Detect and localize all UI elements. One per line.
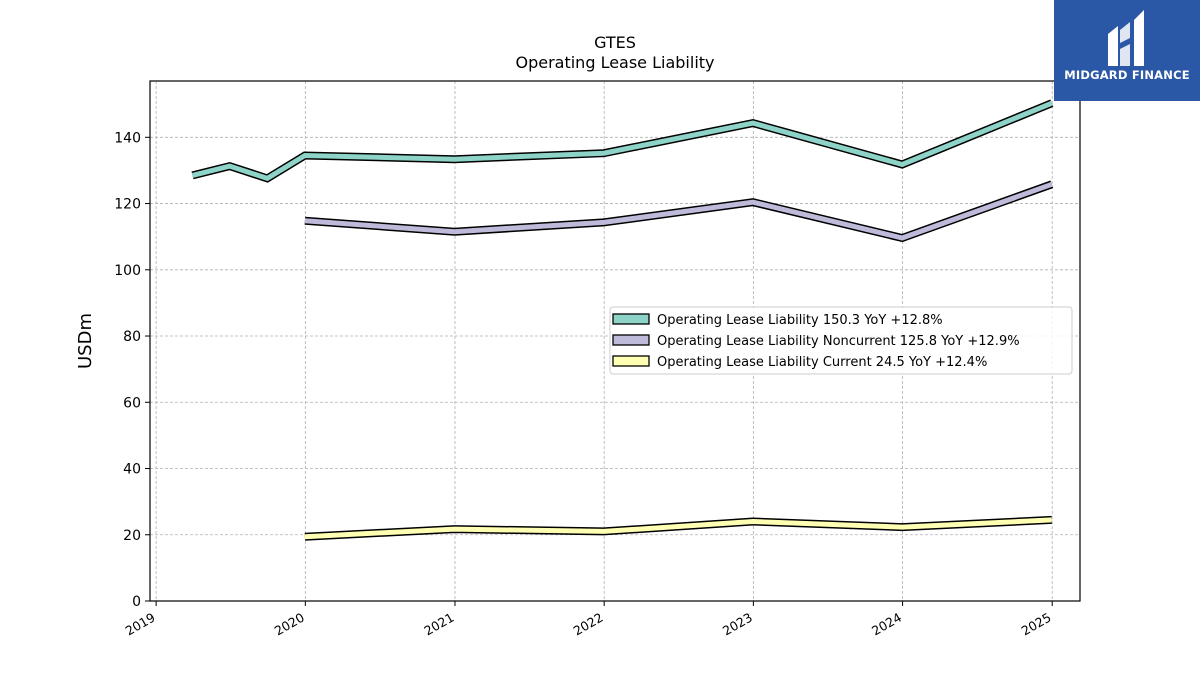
series-line-outline xyxy=(191,99,1054,183)
x-tick-label: 2024 xyxy=(869,610,904,639)
series-line xyxy=(304,517,1052,540)
series-line xyxy=(191,100,1053,182)
y-tick-label: 100 xyxy=(114,263,141,279)
x-tick-label: 2021 xyxy=(421,610,456,639)
x-tick-label: 2019 xyxy=(123,610,158,639)
x-tick-label: 2020 xyxy=(272,610,307,639)
y-axis: 0 20 40 60 80 100 120 140 xyxy=(114,130,150,610)
y-tick-label: 60 xyxy=(123,395,141,411)
legend-box xyxy=(609,306,1073,375)
legend-label: Operating Lease Liability 150.3 YoY +12.… xyxy=(657,313,943,328)
y-tick-label: 80 xyxy=(123,329,141,345)
series-line xyxy=(304,181,1053,241)
chart-subtitle: Operating Lease Liability xyxy=(515,53,714,72)
x-tick-label: 2025 xyxy=(1019,610,1054,639)
legend-swatch xyxy=(612,334,650,346)
x-tick-label: 2023 xyxy=(720,610,755,639)
logo-mark-icon xyxy=(1108,10,1144,66)
legend: Operating Lease Liability 150.3 YoY +12.… xyxy=(609,306,1073,375)
y-tick-label: 140 xyxy=(114,130,141,146)
x-tick-label: 2022 xyxy=(571,610,606,639)
y-axis-label: USDm xyxy=(75,313,96,369)
y-tick-label: 0 xyxy=(132,594,141,610)
legend-swatch xyxy=(612,313,650,325)
y-tick-label: 20 xyxy=(123,528,141,544)
series-layer xyxy=(191,99,1054,541)
y-tick-label: 40 xyxy=(123,462,141,478)
legend-label: Operating Lease Liability Noncurrent 125… xyxy=(657,334,1020,349)
brand-logo: MIDGARD FINANCE xyxy=(1054,0,1200,101)
y-tick-label: 120 xyxy=(114,197,141,213)
legend-label: Operating Lease Liability Current 24.5 Y… xyxy=(657,355,987,370)
legend-swatch xyxy=(612,355,650,367)
x-axis: 2019 2020 2021 2022 2023 2024 2025 xyxy=(123,601,1054,639)
plot-frame xyxy=(149,80,1081,602)
chart-title: GTES xyxy=(594,33,636,52)
logo-text: MIDGARD FINANCE xyxy=(1064,68,1190,82)
